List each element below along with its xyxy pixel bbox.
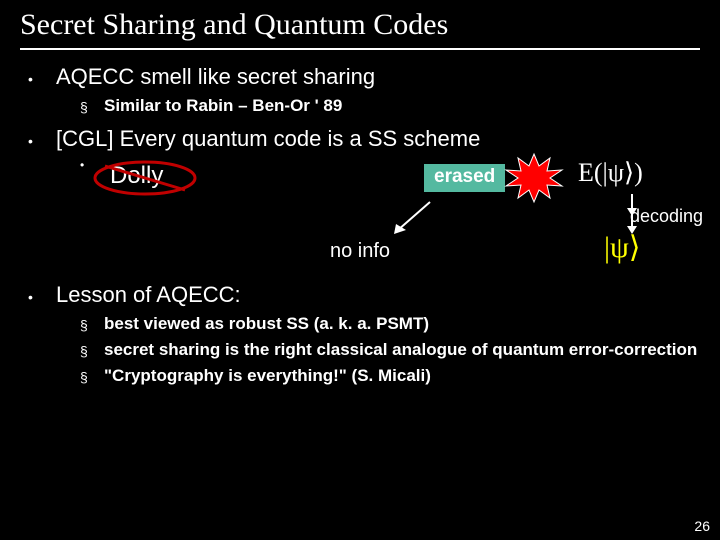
title-underline [20, 48, 700, 50]
diagram-row: • Dolly erased E(|ψ⟩) decoding [20, 156, 700, 216]
bullet-rabin-benor: Similar to Rabin – Ben-Or ' 89 [80, 96, 700, 116]
bullet-lesson: Lesson of AQECC: [28, 282, 700, 308]
slide-title: Secret Sharing and Quantum Codes [20, 8, 700, 44]
page-number: 26 [694, 518, 710, 534]
encoded-state-label: E(|ψ⟩) [578, 158, 643, 188]
erased-label: erased [424, 164, 505, 192]
starburst-icon [504, 152, 564, 204]
tiny-bullet: • [80, 158, 84, 172]
bullet-classical-analogue: secret sharing is the right classical an… [80, 340, 700, 360]
no-info-label: no info [330, 240, 390, 263]
psi-label: |ψ⟩ [604, 230, 641, 265]
bullet-cgl: [CGL] Every quantum code is a SS scheme [28, 126, 700, 152]
noinfo-row: no info |ψ⟩ [20, 216, 700, 272]
bullet-aqecc-smell: AQECC smell like secret sharing [28, 64, 700, 90]
bullet-micali-quote: "Cryptography is everything!" (S. Micali… [80, 366, 700, 386]
slide-root: Secret Sharing and Quantum Codes AQECC s… [0, 0, 720, 540]
dolly-label: Dolly [110, 162, 163, 190]
bullet-psmt: best viewed as robust SS (a. k. a. PSMT) [80, 314, 700, 334]
